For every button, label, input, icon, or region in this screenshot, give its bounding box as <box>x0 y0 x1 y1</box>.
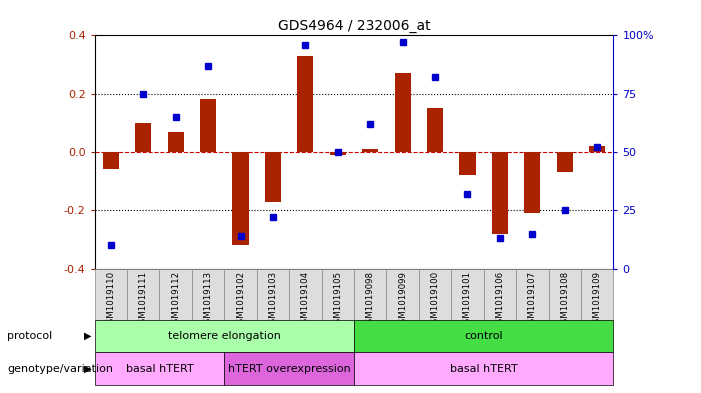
Text: GSM1019104: GSM1019104 <box>301 271 310 329</box>
Bar <box>354 353 613 385</box>
Text: GSM1019111: GSM1019111 <box>139 271 148 329</box>
Text: telomere elongation: telomere elongation <box>168 331 281 341</box>
Bar <box>257 268 290 320</box>
Text: GSM1019107: GSM1019107 <box>528 271 537 329</box>
Text: control: control <box>464 331 503 341</box>
Text: GSM1019113: GSM1019113 <box>203 271 212 329</box>
Text: GSM1019109: GSM1019109 <box>592 271 601 329</box>
Text: hTERT overexpression: hTERT overexpression <box>228 364 350 374</box>
Text: GSM1019105: GSM1019105 <box>333 271 342 329</box>
Bar <box>427 108 443 152</box>
Bar <box>395 73 411 152</box>
Bar <box>200 99 216 152</box>
Text: GSM1019099: GSM1019099 <box>398 271 407 329</box>
Bar <box>297 56 313 152</box>
Bar <box>95 320 354 353</box>
Text: GSM1019101: GSM1019101 <box>463 271 472 329</box>
Text: ▶: ▶ <box>84 331 91 341</box>
Text: ▶: ▶ <box>84 364 91 374</box>
Bar <box>168 132 184 152</box>
Bar <box>95 353 224 385</box>
Bar <box>524 152 540 213</box>
Bar <box>418 268 451 320</box>
Bar <box>516 268 549 320</box>
Bar <box>589 146 605 152</box>
Text: GSM1019112: GSM1019112 <box>171 271 180 329</box>
Bar <box>484 268 516 320</box>
Bar <box>492 152 508 233</box>
Text: GSM1019102: GSM1019102 <box>236 271 245 329</box>
Bar <box>322 268 354 320</box>
Bar <box>265 152 281 202</box>
Bar <box>354 268 386 320</box>
Text: protocol: protocol <box>7 331 53 341</box>
Bar <box>386 268 418 320</box>
Text: GSM1019110: GSM1019110 <box>107 271 116 329</box>
Bar <box>549 268 581 320</box>
Text: basal hTERT: basal hTERT <box>125 364 193 374</box>
Bar <box>362 149 379 152</box>
Bar <box>103 152 119 169</box>
Bar <box>581 268 613 320</box>
Text: GSM1019098: GSM1019098 <box>366 271 375 329</box>
Text: GSM1019106: GSM1019106 <box>496 271 505 329</box>
Text: GSM1019108: GSM1019108 <box>560 271 569 329</box>
Text: GSM1019100: GSM1019100 <box>430 271 440 329</box>
Bar <box>95 268 127 320</box>
Bar <box>135 123 151 152</box>
Bar <box>354 320 613 353</box>
Text: genotype/variation: genotype/variation <box>7 364 113 374</box>
Bar <box>459 152 475 175</box>
Title: GDS4964 / 232006_at: GDS4964 / 232006_at <box>278 19 430 33</box>
Bar <box>557 152 573 173</box>
Bar <box>233 152 249 245</box>
Bar <box>192 268 224 320</box>
Bar <box>224 353 354 385</box>
Text: GSM1019103: GSM1019103 <box>268 271 278 329</box>
Bar <box>451 268 484 320</box>
Bar <box>329 152 346 155</box>
Bar <box>160 268 192 320</box>
Bar <box>290 268 322 320</box>
Bar <box>127 268 160 320</box>
Text: basal hTERT: basal hTERT <box>450 364 517 374</box>
Bar <box>224 268 257 320</box>
